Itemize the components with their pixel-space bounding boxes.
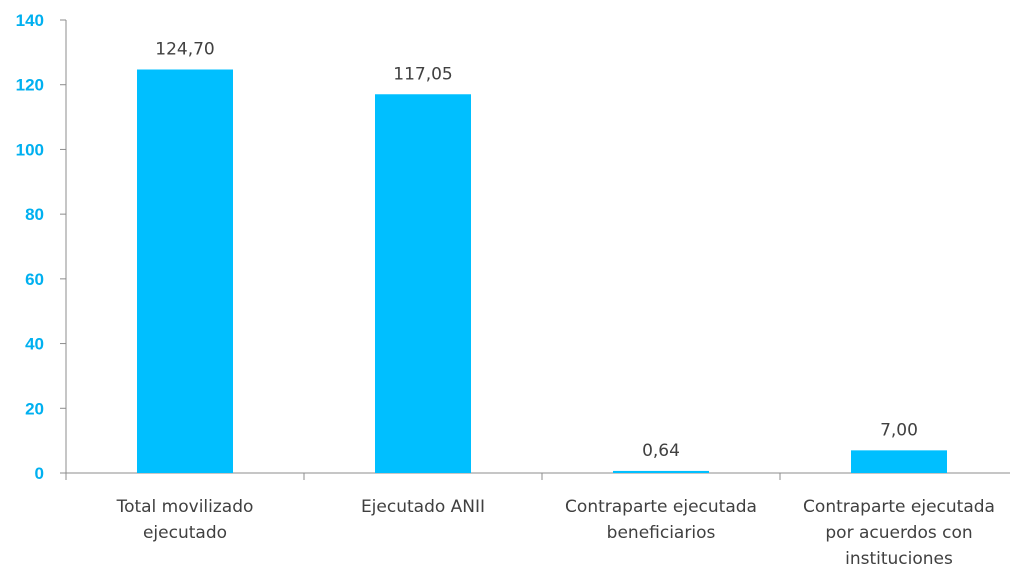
category-label: Total movilizado [116, 497, 254, 517]
category-label: Contraparte ejecutada [803, 497, 995, 517]
y-tick-label: 40 [25, 335, 44, 354]
data-label: 124,70 [155, 40, 214, 60]
bar [613, 470, 709, 473]
bar [851, 450, 947, 473]
bar [375, 94, 471, 473]
data-labels: 124,70 117,05 0,64 7,00 [155, 40, 918, 461]
category-label: beneficiarios [607, 523, 716, 543]
category-label: Ejecutado ANII [361, 497, 485, 517]
category-label: por acuerdos con [825, 523, 972, 543]
bar [137, 69, 233, 473]
category-labels: Total movilizado ejecutado Ejecutado ANII C… [116, 497, 995, 569]
bars [137, 69, 947, 473]
y-tick-label: 80 [25, 205, 44, 224]
y-tick-label: 140 [16, 11, 44, 30]
data-label: 0,64 [642, 441, 680, 461]
data-label: 7,00 [880, 420, 918, 440]
category-label: ejecutado [143, 523, 227, 543]
y-tick-label: 120 [16, 76, 44, 95]
x-axis [66, 472, 1010, 480]
y-tick-label: 100 [16, 140, 44, 159]
category-label: Contraparte ejecutada [565, 497, 757, 517]
category-label: instituciones [845, 549, 953, 569]
y-tick-label: 60 [25, 270, 44, 289]
y-tick-label: 20 [25, 399, 44, 418]
y-tick-label: 0 [35, 464, 44, 483]
data-label: 117,05 [393, 64, 452, 84]
y-axis: 0 20 40 60 80 100 120 140 [16, 11, 67, 483]
